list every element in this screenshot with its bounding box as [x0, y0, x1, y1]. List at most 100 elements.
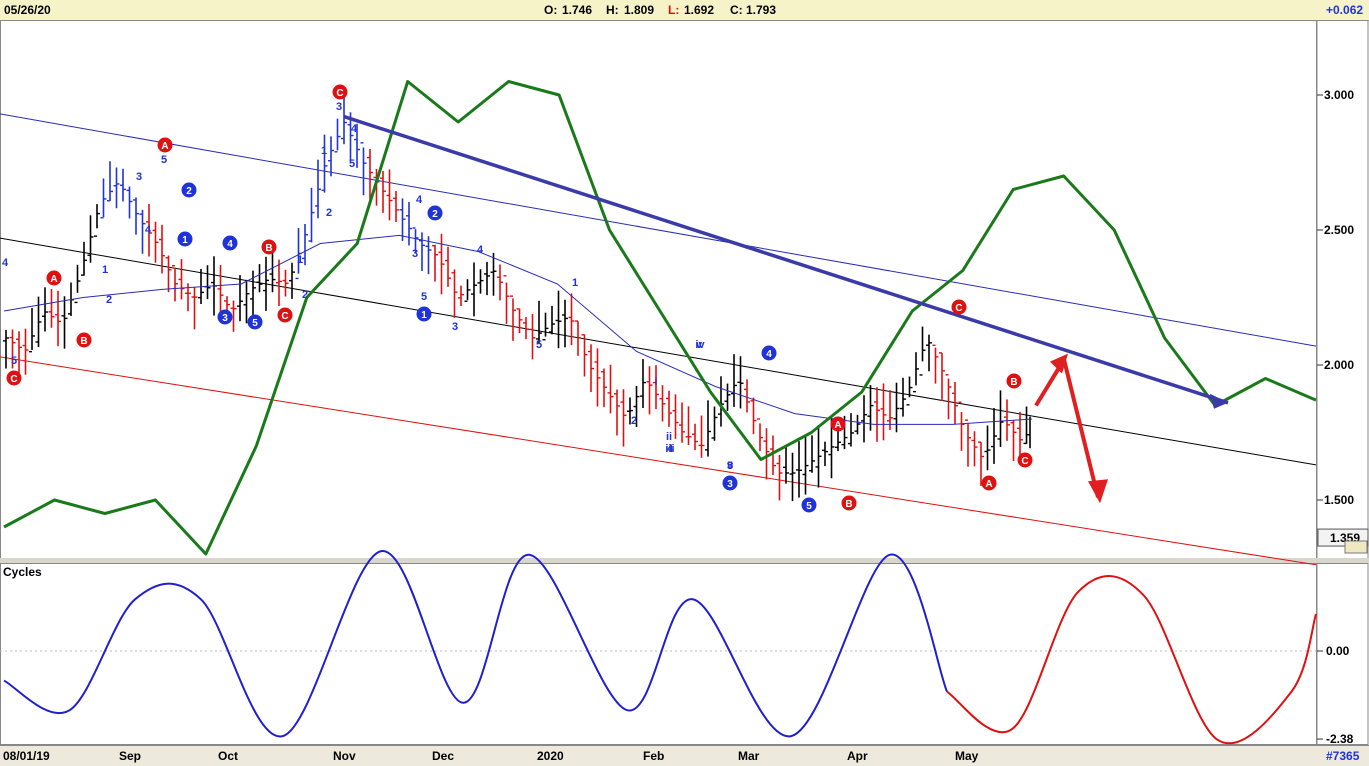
start-date-label: 08/01/19 — [3, 749, 50, 763]
wave-marker-red — [830, 416, 846, 432]
close-value: 1.793 — [746, 3, 777, 17]
wave-count-label: 5 — [11, 355, 17, 367]
price-and-cycles-chart[interactable]: CABCABCABCBAC123451234545123451234512345… — [0, 20, 1369, 745]
cycles-title: Cycles — [3, 565, 42, 579]
wave-count-label: v — [727, 460, 734, 472]
cycles-axis-strip — [1316, 563, 1369, 745]
wave-count-label: 3 — [727, 460, 733, 472]
wave-marker-blue — [222, 235, 238, 251]
wave-count-label: 2 — [326, 207, 332, 219]
price-tick-label: 2.500 — [1324, 223, 1354, 237]
wave-count-label: 4 — [145, 224, 152, 236]
month-label-feb: Feb — [643, 749, 665, 763]
wave-count-label: 1 — [572, 277, 578, 289]
wave-marker-blue-label: 4 — [227, 239, 233, 250]
wave-marker-red — [951, 299, 967, 315]
wave-marker-red — [1017, 452, 1033, 468]
wave-marker-red — [46, 270, 62, 286]
close-label: C: — [730, 3, 743, 17]
wave-count-label: 5 — [421, 291, 427, 303]
price-panel-frame — [0, 20, 1317, 559]
moving-average-line — [3, 234, 1033, 425]
wave-count-label: iv — [695, 339, 705, 351]
month-label-nov: Nov — [333, 749, 356, 763]
wave-marker-red-label: A — [834, 420, 841, 431]
wave-marker-red — [277, 307, 293, 323]
wave-count-label: 2 — [631, 415, 637, 427]
wave-marker-red-label: A — [985, 479, 992, 490]
wave-count-label: ii — [666, 431, 672, 443]
wave-marker-red-label: C — [10, 374, 17, 385]
green-forecast-line — [3, 80, 1317, 556]
wave-marker-blue — [247, 314, 263, 330]
month-label-sep: Sep — [119, 749, 142, 763]
cycle-curve-history — [3, 550, 948, 738]
wave-marker-red-label: C — [955, 303, 962, 314]
price-tick-label: 1.500 — [1324, 493, 1354, 507]
wave-marker-red — [981, 475, 997, 491]
wave-marker-blue-label: 2 — [186, 186, 192, 197]
wave-count-label: 5 — [161, 154, 167, 166]
wave-marker-blue — [416, 306, 432, 322]
wave-count-label: 3 — [412, 248, 418, 260]
month-label-dec: Dec — [432, 749, 455, 763]
panel-divider[interactable] — [0, 558, 1369, 563]
price-axis-strip — [1316, 20, 1369, 559]
wave-count-label: 1 — [297, 254, 303, 266]
wave-marker-red-label: B — [1010, 377, 1017, 388]
wave-marker-blue-label: 3 — [222, 313, 228, 324]
header-date: 05/26/20 — [4, 3, 51, 17]
wave-count-label: 1 — [321, 145, 327, 157]
wave-count-label: 4 — [667, 443, 674, 455]
forecast-arrow-down-head — [1088, 479, 1108, 504]
wave-marker-red-label: A — [50, 274, 57, 285]
wave-marker-blue — [722, 475, 738, 491]
wave-count-label: 1 — [102, 264, 108, 276]
channel-line-upper — [0, 113, 1317, 347]
wave-marker-red — [332, 84, 348, 100]
wave-count-label: i — [654, 376, 657, 388]
wave-marker-red-label: B — [80, 336, 87, 347]
wave-marker-blue-label: 1 — [182, 235, 188, 246]
wave-marker-red-label: B — [845, 499, 852, 510]
forecast-arrow-down — [1062, 359, 1100, 498]
wave-marker-red — [261, 239, 277, 255]
wave-marker-red-label: C — [1021, 456, 1028, 467]
cycle-curve-forecast — [946, 575, 1317, 745]
wave-count-label: 5 — [727, 460, 733, 472]
trend-arrow-line — [343, 114, 1229, 405]
cycles-plot: Cycles — [0, 550, 1317, 745]
high-label: H: — [606, 3, 619, 17]
wave-marker-red — [841, 495, 857, 511]
wave-marker-blue-label: 4 — [766, 349, 772, 360]
wave-count-label: 5 — [349, 158, 355, 170]
price-plot: CABCABCABCBAC123451234545123451234512345… — [0, 80, 1317, 566]
wave-marker-blue — [181, 182, 197, 198]
wave-marker-red-label: C — [281, 311, 288, 322]
cycle-tick-label: -2.38 — [1326, 732, 1354, 745]
channel-line-middle — [0, 237, 1317, 466]
wave-count-label: 5 — [536, 339, 542, 351]
month-label-may: May — [955, 749, 979, 763]
wave-count-label: 2 — [106, 294, 112, 306]
cycles-panel-frame — [0, 563, 1317, 745]
change-value: +0.062 — [1326, 3, 1364, 17]
scale-icon — [1344, 540, 1368, 554]
wave-marker-blue — [177, 231, 193, 247]
wave-count-label: v — [696, 339, 703, 351]
wave-marker-blue-label: 1 — [421, 310, 427, 321]
wave-marker-blue — [761, 345, 777, 361]
wave-marker-red — [157, 137, 173, 153]
low-label: L: — [668, 3, 680, 17]
wave-marker-red-label: A — [161, 141, 168, 152]
chart-id-label: #7365 — [1326, 749, 1360, 763]
wave-count-label: 4 — [416, 194, 423, 206]
wave-marker-blue — [217, 309, 233, 325]
wave-marker-red-label: C — [336, 88, 343, 99]
low-value: 1.692 — [684, 3, 715, 17]
month-label-mar: Mar — [738, 749, 760, 763]
month-label-2020: 2020 — [537, 749, 564, 763]
price-tick-label: 3.000 — [1324, 88, 1354, 102]
